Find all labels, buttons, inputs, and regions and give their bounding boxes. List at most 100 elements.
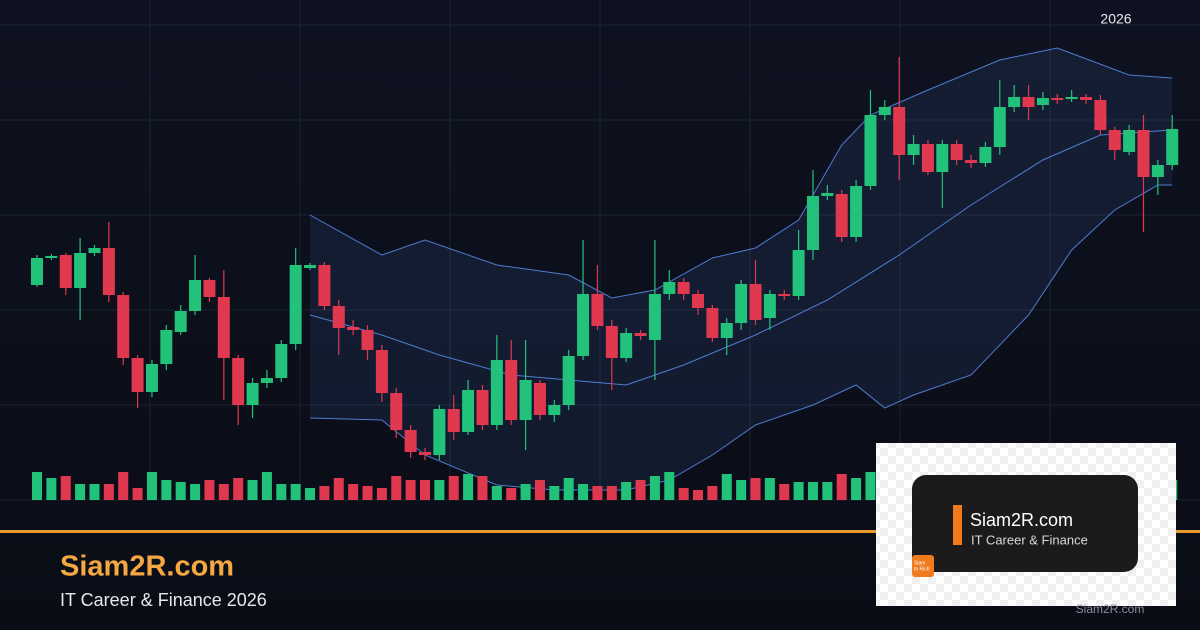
volume-bar — [362, 486, 373, 500]
volume-bar — [606, 486, 617, 500]
volume-bar — [247, 480, 258, 500]
volume-bar — [807, 482, 818, 500]
volume-bar — [405, 480, 416, 500]
candle-body — [131, 358, 144, 392]
candle-body — [145, 364, 158, 392]
candle-body — [620, 333, 633, 358]
band-line — [309, 47, 1173, 299]
candle-body — [1108, 130, 1121, 150]
card-name: Siam2R.com — [970, 510, 1073, 530]
candle-body — [232, 358, 245, 405]
volume-bar — [836, 474, 847, 500]
volume-bar — [46, 478, 57, 500]
volume-bar — [563, 478, 574, 500]
volume-bar — [678, 488, 689, 500]
volume-bar — [693, 490, 704, 500]
candle-body — [390, 393, 403, 430]
candle-body — [31, 258, 43, 285]
candle-body — [634, 333, 647, 336]
volume-bar — [664, 472, 675, 500]
candle-body — [1123, 130, 1136, 152]
candle-body — [1094, 100, 1107, 130]
candle-body — [864, 115, 877, 186]
band-line — [309, 129, 1173, 386]
candle-body — [1166, 129, 1179, 165]
candle-body — [806, 196, 819, 250]
volume-bar — [621, 482, 632, 500]
candle-body — [476, 390, 489, 425]
candle-body — [533, 383, 546, 415]
card-accent — [953, 505, 962, 545]
candle-body — [605, 326, 618, 358]
volume-bar — [506, 488, 517, 500]
candle-body — [505, 360, 518, 420]
candle-body — [418, 452, 431, 455]
candle-body — [993, 107, 1006, 147]
volume-bar — [103, 484, 114, 500]
candle-body — [921, 144, 934, 172]
volume-bar — [276, 484, 287, 500]
candle-body — [246, 383, 259, 405]
candle-body — [117, 295, 130, 358]
band-line — [310, 184, 1173, 491]
candle-body — [1137, 130, 1150, 177]
volume-bar — [218, 484, 229, 500]
candle-body — [562, 356, 575, 405]
candle-body — [720, 323, 733, 338]
candle-body — [821, 193, 834, 196]
volume-bar — [520, 484, 531, 500]
divider — [0, 530, 1200, 533]
candle-body — [893, 107, 906, 155]
volume-bar — [146, 472, 157, 500]
volume-bar — [822, 482, 833, 500]
volume-bar — [491, 486, 502, 500]
volume-bar — [161, 480, 172, 500]
candle-body — [548, 405, 561, 415]
volume-bar — [391, 476, 402, 500]
candle-body — [778, 294, 791, 296]
logo-text: Siam — [914, 560, 925, 566]
candle-body — [1036, 98, 1049, 105]
candle-body — [763, 294, 776, 318]
candle-body — [375, 350, 388, 393]
volume-bar — [261, 472, 272, 500]
volume-bar — [463, 474, 474, 500]
candle-body — [519, 380, 532, 420]
volume-bar — [448, 476, 459, 500]
candle-body — [361, 330, 374, 350]
volume-bar — [233, 478, 244, 500]
candle-body — [45, 256, 58, 258]
volume-bar — [348, 484, 359, 500]
candle-body — [591, 294, 604, 326]
candle-body — [692, 294, 705, 308]
volume-bar — [333, 478, 344, 500]
candle-body — [289, 265, 302, 344]
logo-text: to Rich — [914, 566, 930, 572]
candle-body — [835, 194, 848, 237]
volume-bar — [305, 488, 316, 500]
candle-body — [936, 144, 949, 172]
candle-body — [907, 144, 920, 155]
volume-bar — [190, 484, 201, 500]
volume-bar — [635, 480, 646, 500]
volume-bar — [376, 488, 387, 500]
candle-body — [577, 294, 590, 356]
candle-body — [706, 308, 719, 338]
candle-body — [677, 282, 690, 294]
volume-bar — [118, 472, 129, 500]
volume-bar — [779, 484, 790, 500]
candle-body — [217, 297, 230, 358]
candle-body — [102, 248, 115, 295]
volume-bar — [707, 486, 718, 500]
candle-body — [1151, 165, 1164, 177]
card-tagline: IT Career & Finance — [971, 532, 1088, 547]
volume-bar — [477, 476, 488, 500]
period-label: 2026 — [1100, 11, 1131, 27]
candle-body — [663, 282, 676, 294]
candle-body — [74, 253, 87, 288]
candle-body — [203, 280, 216, 297]
candle-body — [878, 107, 891, 115]
volume-bar — [60, 476, 71, 500]
